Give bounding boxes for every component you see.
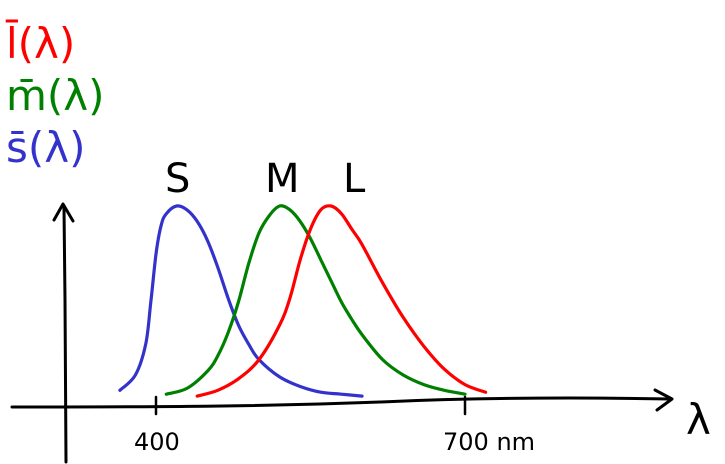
peak-label-l: L	[343, 156, 366, 202]
series-l-line	[195, 204, 488, 398]
x-tick-label: 700 nm	[443, 428, 535, 456]
peak-label-s: S	[165, 156, 190, 202]
series-m-line	[164, 204, 467, 396]
curves	[118, 204, 488, 398]
legend-entry: m̄(λ)	[6, 71, 105, 120]
series-s-line	[118, 204, 364, 398]
x-axis-line	[10, 396, 672, 409]
legend: l̄(λ)m̄(λ)s̄(λ)	[5, 17, 104, 172]
legend-entry: s̄(λ)	[6, 123, 86, 172]
x-ticks: 400 700 nm	[134, 395, 535, 456]
x-tick-label: 400	[134, 428, 180, 456]
legend-entry: l̄(λ)	[5, 17, 75, 68]
x-axis-label: λ	[686, 395, 711, 444]
axes	[10, 202, 674, 464]
y-axis-arrow-head	[52, 202, 75, 223]
peak-label-m: M	[265, 156, 300, 202]
x-axis-arrow-head	[653, 388, 674, 412]
y-axis-line	[62, 206, 68, 464]
